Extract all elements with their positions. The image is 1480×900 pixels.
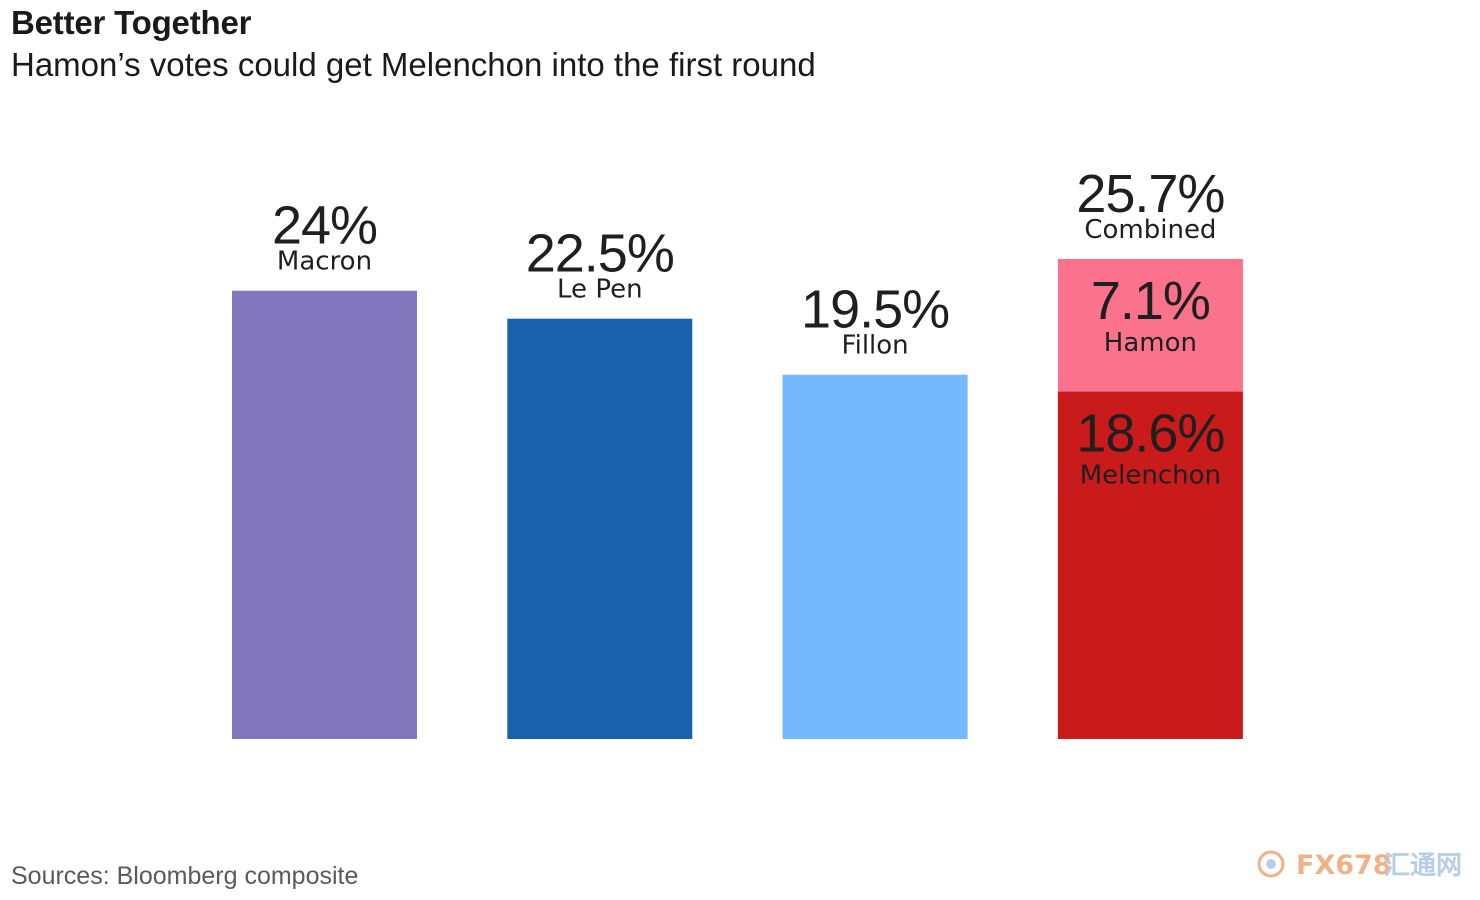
data-label-le-pen: 22.5% (526, 224, 674, 284)
category-label-hamon: Hamon (1104, 328, 1197, 358)
watermark-text: FX678 (1296, 850, 1392, 881)
data-label-hamon: 7.1% (1091, 271, 1210, 331)
category-label-le-pen: Le Pen (557, 275, 643, 305)
bar-hamon (1057, 258, 1243, 392)
watermark-text-cjk: 汇通网 (1384, 851, 1462, 881)
bars-layer (232, 258, 1243, 739)
bar-melenchon (1057, 391, 1243, 739)
category-label-total: Combined (1084, 215, 1216, 245)
chart-title: Better Together (11, 4, 252, 41)
labels-layer: 24%Macron 22.5%Le Pen 19.5%Fillon 18.6%Mele… (272, 164, 1226, 491)
source-note: Sources: Bloomberg composite (11, 862, 359, 890)
data-label-melenchon: 18.6% (1076, 404, 1224, 464)
bar-macron (232, 290, 417, 739)
bar-le-pen (507, 318, 693, 739)
category-label-melenchon: Melenchon (1080, 461, 1221, 491)
watermark: FX678 汇通网 (1257, 850, 1462, 881)
category-label-fillon: Fillon (842, 331, 909, 361)
category-label-macron: Macron (277, 247, 372, 277)
chart-subtitle: Hamon’s votes could get Melenchon into t… (11, 46, 816, 83)
data-label-macron: 24% (272, 196, 377, 256)
data-label-fillon: 19.5% (801, 280, 949, 340)
bar-fillon (782, 374, 968, 739)
watermark-logo-icon (1257, 850, 1285, 878)
data-label-total: 25.7% (1076, 164, 1224, 224)
